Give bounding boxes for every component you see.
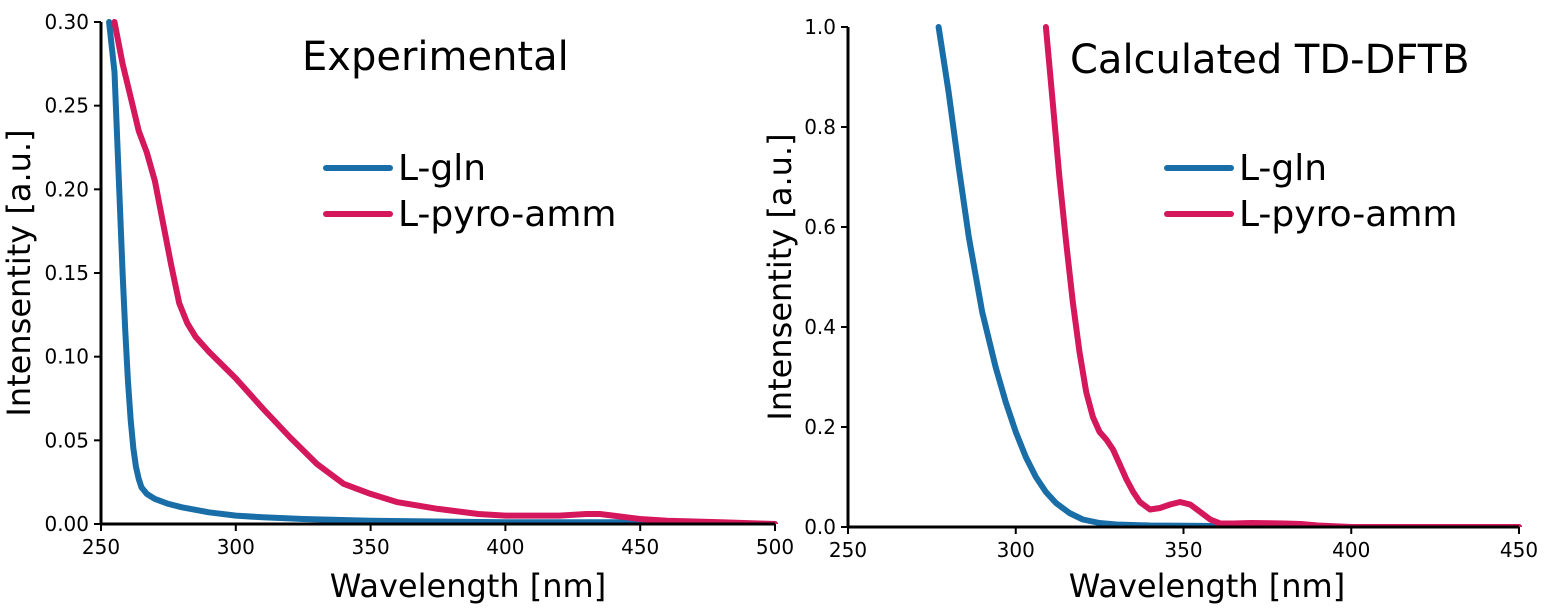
series-line-l-pyro-amm [1042, 24, 1522, 527]
series-line-l-pyro-amm [111, 19, 778, 524]
y-tick-label: 0.00 [44, 512, 89, 536]
y-tick-label: 0.15 [44, 261, 89, 285]
experimental-panel: Experimental Wavelength [nm] Intensentit… [0, 10, 794, 605]
y-axis-title: Intensentity [a.u.] [0, 129, 38, 416]
x-tick-label: 250 [829, 538, 867, 562]
y-tick-label: 0.2 [804, 415, 836, 439]
series-line-l-gln [106, 19, 778, 524]
x-tick-label: 500 [756, 535, 794, 559]
y-tick-label: 0.10 [44, 345, 89, 369]
legend: L-gln L-pyro-amm [323, 148, 616, 235]
x-axis-title: Wavelength [nm] [330, 567, 606, 605]
legend: L-gln L-pyro-amm [1164, 148, 1457, 235]
calculated-panel: Calculated TD-DFTB Wavelength [nm] Inten… [761, 15, 1538, 605]
y-tick-label: 0.05 [44, 428, 89, 452]
chart-title: Calculated TD-DFTB [1070, 37, 1470, 83]
legend-label-l-pyro-amm: L-pyro-amm [1239, 194, 1457, 235]
series-group [935, 24, 1522, 527]
y-tick-label: 0.4 [804, 315, 836, 339]
x-tick-label: 350 [352, 535, 390, 559]
y-tick-label: 0.6 [804, 215, 836, 239]
x-tick-label: 450 [1500, 538, 1538, 562]
x-tick-label: 300 [217, 535, 255, 559]
series-line-l-gln [935, 24, 1522, 527]
x-tick-label: 250 [82, 535, 120, 559]
y-tick-label: 0.0 [804, 515, 836, 539]
legend-label-l-pyro-amm: L-pyro-amm [398, 194, 616, 235]
y-tick-label: 0.8 [804, 115, 836, 139]
x-axis-title: Wavelength [nm] [1069, 567, 1345, 605]
axis-ticks: 250 300 350 400 450 500 0.00 0.05 0.10 0.15 0.20 0.… [44, 10, 794, 559]
series-group [106, 19, 778, 524]
x-tick-label: 350 [1164, 538, 1202, 562]
x-tick-label: 300 [997, 538, 1035, 562]
y-tick-label: 0.25 [44, 94, 89, 118]
x-tick-label: 400 [1332, 538, 1370, 562]
x-tick-label: 450 [621, 535, 659, 559]
legend-label-l-gln: L-gln [1239, 148, 1327, 189]
axis-ticks: 250 300 350 400 450 0.0 0.2 0.4 0.6 0.8 1.0 [804, 15, 1538, 562]
y-axis-title: Intensentity [a.u.] [761, 133, 799, 420]
chart-title: Experimental [302, 34, 569, 80]
x-tick-label: 400 [486, 535, 524, 559]
y-tick-label: 1.0 [804, 15, 836, 39]
legend-label-l-gln: L-gln [398, 148, 486, 189]
y-tick-label: 0.20 [44, 177, 89, 201]
y-tick-label: 0.30 [44, 10, 89, 34]
